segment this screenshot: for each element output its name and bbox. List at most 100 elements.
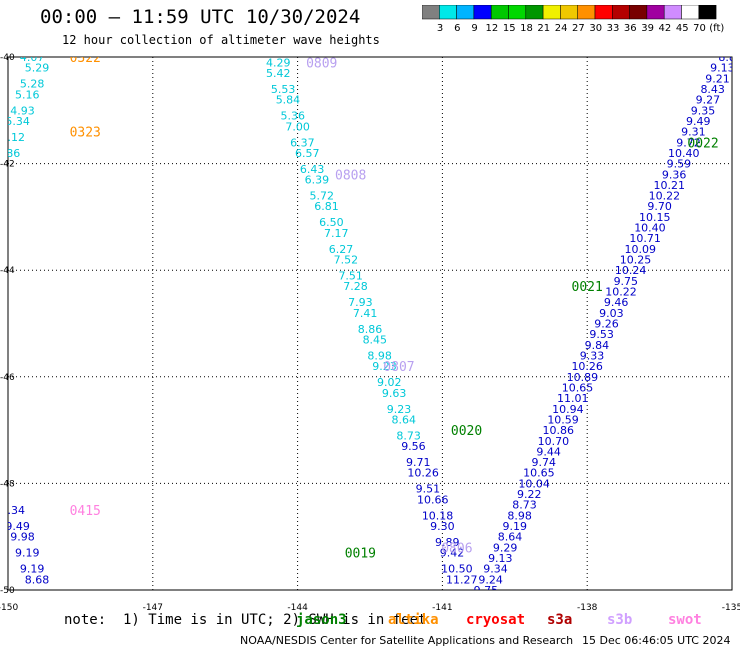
wave-height-plot: -150 -147 -144 -141 -138 -135 -40 -42 -44 -46 -48 -… bbox=[0, 51, 740, 612]
wave-height-point: 9.35 bbox=[691, 104, 716, 117]
wave-height-point: 9.75 bbox=[614, 275, 639, 288]
wave-height-point: 4.07 bbox=[20, 51, 45, 64]
colorbar-label: 33 bbox=[607, 23, 620, 34]
pass-label: 0021 bbox=[572, 280, 603, 295]
wave-height-point: 5.28 bbox=[20, 78, 45, 91]
legend-s3b: s3b bbox=[607, 612, 633, 628]
wave-height-point: 9.98 bbox=[10, 531, 35, 544]
wave-height-point: 10.96 bbox=[451, 589, 483, 602]
wave-height-point: 8.86 bbox=[358, 323, 383, 336]
x-tick-label: -141 bbox=[432, 603, 452, 612]
wave-height-point: 9.19 bbox=[20, 563, 45, 576]
wave-height-point: 8.73 bbox=[396, 429, 421, 442]
wave-height-point: 9.19 bbox=[503, 520, 528, 533]
colorbar-label: 18 bbox=[520, 23, 533, 34]
wave-height-point: 5.36 bbox=[281, 110, 306, 123]
wave-height-point: 6.81 bbox=[314, 200, 339, 213]
pass-label: 0808 bbox=[335, 168, 366, 183]
wave-height-point: 10.21 bbox=[654, 179, 686, 192]
pass-label: 0809 bbox=[306, 56, 337, 71]
wave-height-point: 10.09 bbox=[625, 243, 657, 256]
wave-height-point: 8.64 bbox=[498, 531, 523, 544]
wave-height-point: 7.00 bbox=[285, 120, 310, 133]
legend-jason3: jason3 bbox=[296, 612, 347, 628]
wave-height-point: 9.51 bbox=[464, 605, 489, 612]
wave-height-point: 10.40 bbox=[668, 147, 700, 160]
colorbar-label: 21 bbox=[537, 23, 550, 34]
wave-height-point: 6.37 bbox=[290, 136, 315, 149]
pass-label: 0807 bbox=[383, 360, 414, 375]
wave-height-point: 6.43 bbox=[300, 163, 325, 176]
wave-height-point: 6.39 bbox=[305, 174, 330, 187]
pass-label: 0019 bbox=[345, 547, 376, 562]
wave-height-point: 9.23 bbox=[372, 360, 397, 373]
y-tick-label: -46 bbox=[0, 373, 15, 383]
wave-height-point: 10.26 bbox=[407, 467, 439, 480]
wave-height-point: 9.02 bbox=[377, 376, 402, 389]
wave-height-point: 10.89 bbox=[567, 371, 599, 384]
wave-height-point: 11.01 bbox=[557, 392, 589, 405]
wave-height-point: 9.23 bbox=[387, 403, 412, 416]
wave-height-point: 10.15 bbox=[639, 211, 671, 224]
wave-height-point: 9.72 bbox=[676, 136, 701, 149]
legend-swot: swot bbox=[668, 612, 702, 628]
wave-height-point: 10.18 bbox=[422, 509, 454, 522]
wave-height-point: 10.22 bbox=[649, 190, 681, 203]
wave-height-point: 9.11 bbox=[469, 595, 494, 608]
y-tick-label: -40 bbox=[0, 53, 15, 63]
wave-height-point: 10.94 bbox=[552, 403, 584, 416]
wave-height-point: 9.19 bbox=[15, 547, 40, 560]
wave-height-point: 11.27 bbox=[446, 573, 478, 586]
wave-height-point: 10.25 bbox=[620, 254, 652, 267]
wave-height-point: 5.16 bbox=[15, 88, 40, 101]
y-tick-label: -48 bbox=[0, 479, 15, 489]
wave-height-point: 10.65 bbox=[562, 381, 594, 394]
wave-height-point: 9.49 bbox=[5, 520, 30, 533]
wave-height-point: 8.73 bbox=[512, 499, 537, 512]
colorbar-label: 24 bbox=[555, 23, 568, 34]
wave-height-point: 9.13 bbox=[488, 552, 513, 565]
credit-text: NOAA/NESDIS Center for Satellite Applica… bbox=[240, 634, 574, 647]
wave-height-point: 9.06 bbox=[30, 589, 55, 602]
wave-height-point: 9.27 bbox=[696, 94, 721, 107]
colorbar-label: 15 bbox=[503, 23, 516, 34]
colorbar-label: 42 bbox=[659, 23, 672, 34]
colorbar-label: 45 bbox=[676, 23, 689, 34]
wave-height-point: 10.50 bbox=[441, 563, 473, 576]
wave-height-point: 8.34 bbox=[1, 504, 26, 517]
wave-height-point: 5.12 bbox=[1, 131, 26, 144]
timestamp-text: 15 Dec 06:46:05 UTC 2024 bbox=[582, 634, 731, 647]
x-tick-label: -150 bbox=[0, 603, 18, 612]
wave-height-point: 9.26 bbox=[594, 318, 619, 331]
wave-height-point: 9.33 bbox=[580, 349, 605, 362]
colorbar-label: 39 bbox=[641, 23, 654, 34]
wave-height-point: 5.29 bbox=[25, 62, 50, 75]
wave-height-point: 10.59 bbox=[547, 413, 579, 426]
note-text: note: 1) Time is in UTC; 2) SWH is in fe… bbox=[64, 612, 427, 628]
wave-height-point: 9.84 bbox=[585, 339, 610, 352]
legend-s3a: s3a bbox=[547, 612, 573, 628]
wave-height-point: 9.22 bbox=[517, 488, 542, 501]
wave-height-point: 9.36 bbox=[662, 168, 687, 181]
wave-height-point: 9.21 bbox=[705, 72, 730, 85]
wave-height-point: 7.52 bbox=[334, 254, 359, 267]
y-tick-label: -50 bbox=[0, 586, 15, 596]
wave-height-point: 4.29 bbox=[266, 56, 291, 69]
x-tick-label: -144 bbox=[287, 603, 308, 612]
wave-height-point: 5.34 bbox=[5, 115, 30, 128]
wave-height-point: 9.49 bbox=[686, 115, 711, 128]
y-tick-label: -44 bbox=[0, 266, 15, 276]
wave-height-point: 8.8 bbox=[718, 51, 736, 64]
wave-height-point: 5.53 bbox=[271, 83, 296, 96]
pass-label: 0323 bbox=[70, 126, 101, 141]
wave-height-point: 10.86 bbox=[542, 424, 574, 437]
colorbar-label: 30 bbox=[589, 23, 602, 34]
wave-height-point: 9.53 bbox=[589, 328, 614, 341]
wave-height-point: 10.26 bbox=[571, 360, 603, 373]
colorbar-label: 3 bbox=[437, 23, 443, 34]
satellite-legend: jason3 altika cryosat s3a s3b swot bbox=[0, 612, 740, 630]
wave-height-point: 5.42 bbox=[266, 67, 291, 80]
wave-height-point: 10.24 bbox=[615, 264, 647, 277]
wave-height-point: 7.93 bbox=[348, 296, 373, 309]
wave-height-point: 10.71 bbox=[629, 232, 661, 245]
